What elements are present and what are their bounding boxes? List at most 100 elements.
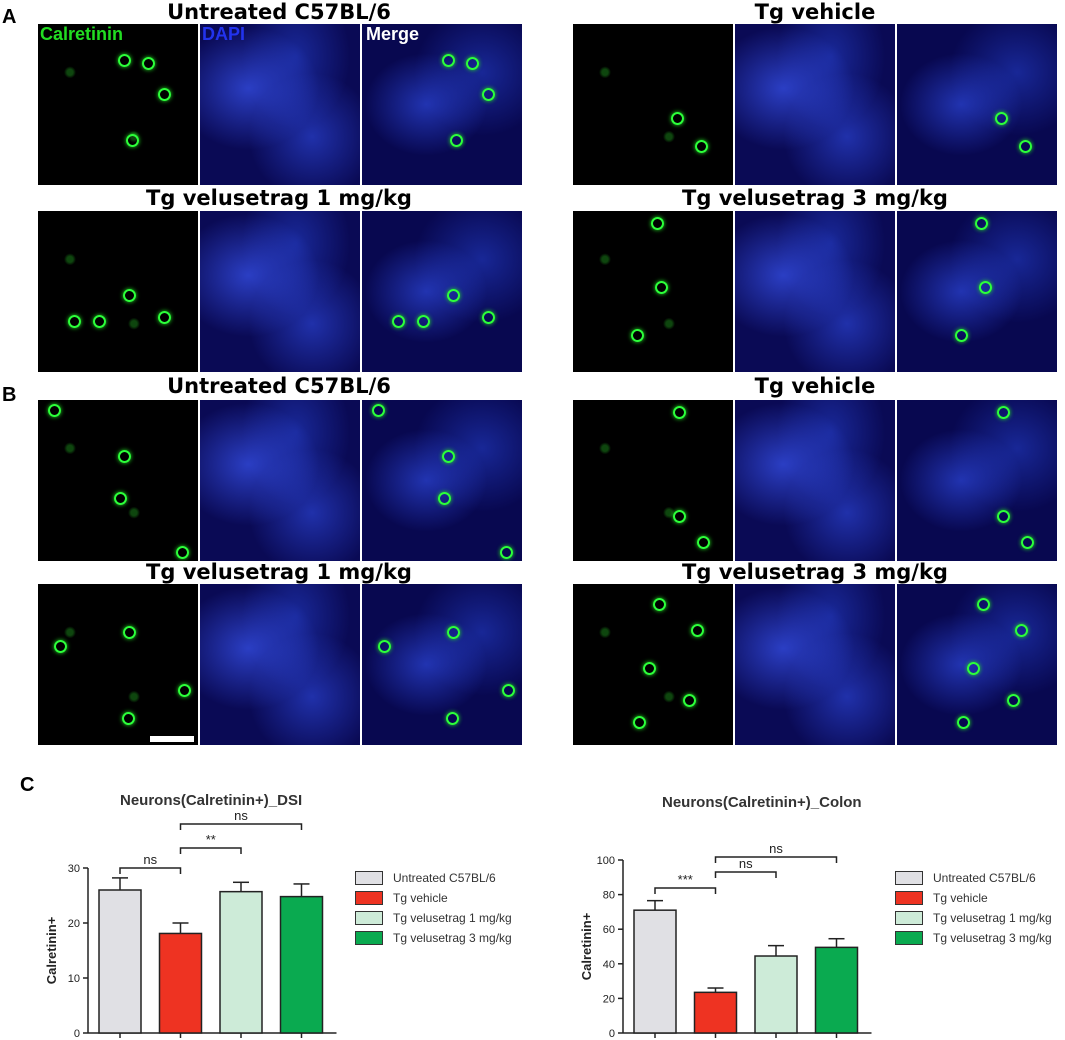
chart-title-dsi: Neurons(Calretinin+)_DSI (120, 792, 303, 809)
legend-item: Tg velusetrag 1 mg/kg (355, 911, 512, 925)
dapi-image (200, 584, 360, 745)
image-row-a-vehicle (573, 24, 1057, 185)
y-tick-label: 80 (603, 890, 615, 902)
legend-dsi: Untreated C57BL/6 Tg vehicle Tg velusetr… (355, 871, 512, 951)
calretinin-image (38, 211, 198, 372)
merge-image (362, 211, 522, 372)
y-tick-label: 0 (74, 1028, 80, 1040)
group-title-b-untreated: Untreated C57BL/6 (167, 374, 391, 398)
y-tick-label: 30 (68, 863, 80, 875)
dapi-image (200, 211, 360, 372)
panel-label-b: B (2, 384, 17, 406)
bar (693, 991, 738, 1034)
legend-item: Untreated C57BL/6 (355, 871, 512, 885)
legend-swatch (895, 931, 923, 945)
bar-chart-dsi: 0 10 20 30 Calretinin+ ns ** ns (44, 810, 337, 1040)
calretinin-image (38, 584, 198, 745)
y-tick-label: 100 (597, 855, 615, 867)
image-row-b-vel1 (38, 584, 522, 745)
group-title-a-untreated: Untreated C57BL/6 (167, 0, 391, 24)
calretinin-image (573, 24, 733, 185)
channel-label-calretinin: Calretinin (40, 24, 124, 44)
merge-image (362, 400, 522, 561)
significance-label: ns (769, 841, 783, 856)
image-row-b-vel3 (573, 584, 1057, 745)
bar (754, 955, 798, 1034)
calretinin-image (38, 400, 198, 561)
y-tick-label: 0 (609, 1028, 615, 1040)
legend-item: Tg velusetrag 3 mg/kg (355, 931, 512, 945)
legend-item: Tg velusetrag 3 mg/kg (895, 931, 1052, 945)
significance-label: ns (739, 856, 753, 871)
bar (814, 946, 859, 1034)
dapi-image (735, 400, 895, 561)
y-tick-label: 20 (603, 993, 615, 1005)
legend-swatch (895, 891, 923, 905)
merge-image (897, 24, 1057, 185)
group-title-b-vehicle: Tg vehicle (754, 374, 876, 398)
significance-bracket (119, 867, 182, 874)
significance-label: *** (678, 872, 693, 887)
significance-bracket (714, 871, 777, 878)
y-axis-label: Calretinin+ (579, 912, 594, 980)
group-title-b-vel3: Tg velusetrag 3 mg/kg (682, 560, 948, 584)
calretinin-image (573, 211, 733, 372)
legend-item: Tg vehicle (895, 891, 1052, 905)
bar-chart-colon: 0 20 40 60 80 100 Calretinin+ *** ns ns (579, 841, 872, 1040)
significance-label: ns (234, 810, 248, 823)
image-row-b-untreated (38, 400, 522, 561)
dapi-image (735, 211, 895, 372)
group-title-b-vel1: Tg velusetrag 1 mg/kg (146, 560, 412, 584)
legend-swatch (895, 911, 923, 925)
dapi-image (735, 584, 895, 745)
significance-label: ns (143, 852, 157, 867)
image-row-b-vehicle (573, 400, 1057, 561)
y-tick-label: 20 (68, 918, 80, 930)
calretinin-image: Calretinin (38, 24, 198, 185)
channel-label-dapi: DAPI (202, 24, 246, 44)
bar (633, 909, 677, 1034)
calretinin-image (573, 400, 733, 561)
legend-item: Tg velusetrag 1 mg/kg (895, 911, 1052, 925)
image-row-a-vel3 (573, 211, 1057, 372)
legend-swatch (355, 891, 383, 905)
y-axis-label: Calretinin+ (44, 916, 59, 984)
merge-image (362, 584, 522, 745)
bar (219, 890, 263, 1034)
legend-colon: Untreated C57BL/6 Tg vehicle Tg velusetr… (895, 871, 1052, 951)
chart-title-colon: Neurons(Calretinin+)_Colon (662, 794, 862, 811)
legend-swatch (355, 931, 383, 945)
calretinin-image (573, 584, 733, 745)
merge-image (897, 400, 1057, 561)
scale-bar (150, 736, 194, 742)
legend-swatch (355, 911, 383, 925)
channel-label-merge: Merge (366, 24, 420, 44)
group-title-a-vel1: Tg velusetrag 1 mg/kg (146, 186, 412, 210)
image-row-a-vel1 (38, 211, 522, 372)
legend-item: Tg vehicle (355, 891, 512, 905)
bar (98, 889, 142, 1034)
bar (279, 895, 324, 1034)
y-tick-label: 40 (603, 959, 615, 971)
bar (158, 932, 203, 1034)
dapi-image (735, 24, 895, 185)
merge-image (897, 584, 1057, 745)
merge-image (897, 211, 1057, 372)
significance-bracket (654, 887, 717, 894)
merge-image: Merge (362, 24, 522, 185)
y-tick-label: 60 (603, 924, 615, 936)
panel-label-a: A (2, 6, 17, 28)
group-title-a-vehicle: Tg vehicle (754, 0, 876, 24)
significance-label: ** (206, 832, 216, 847)
y-tick-label: 10 (68, 973, 80, 985)
significance-bracket (179, 847, 242, 854)
significance-bracket (714, 856, 838, 863)
dapi-image: DAPI (200, 24, 360, 185)
legend-swatch (895, 871, 923, 885)
group-title-a-vel3: Tg velusetrag 3 mg/kg (682, 186, 948, 210)
dapi-image (200, 400, 360, 561)
significance-bracket (179, 823, 303, 830)
legend-item: Untreated C57BL/6 (895, 871, 1052, 885)
image-row-a-untreated: Calretinin DAPI Merge (38, 24, 522, 185)
panel-label-c: C (20, 774, 35, 796)
